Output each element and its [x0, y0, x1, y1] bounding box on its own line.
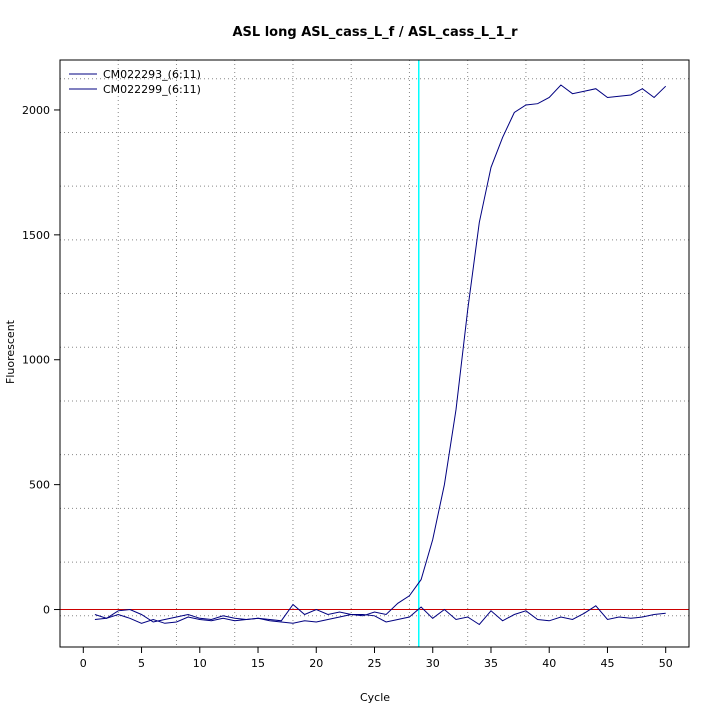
- y-tick-label: 1000: [22, 354, 50, 367]
- x-tick-label: 35: [484, 657, 498, 670]
- series-line-1: [94, 84, 667, 624]
- series-layer: [94, 84, 667, 626]
- y-tick-label: 500: [29, 479, 50, 492]
- legend: CM022293_(6:11) CM022299_(6:11): [69, 68, 201, 96]
- legend-entry-2: CM022299_(6:11): [103, 83, 201, 96]
- chart-title: ASL long ASL_cass_L_f / ASL_cass_L_1_r: [232, 25, 518, 40]
- y-axis-label: Fluorescent: [4, 319, 17, 384]
- x-tick-label: 20: [309, 657, 323, 670]
- x-tick-label: 10: [193, 657, 207, 670]
- x-axis-label: Cycle: [360, 691, 390, 704]
- x-tick-label: 40: [542, 657, 556, 670]
- series-line-2: [94, 603, 666, 626]
- x-tick-label: 15: [251, 657, 265, 670]
- legend-entry-1: CM022293_(6:11): [103, 68, 201, 81]
- x-tick-label: 30: [426, 657, 440, 670]
- x-tick-label: 5: [138, 657, 145, 670]
- y-tick-label: 1500: [22, 229, 50, 242]
- reference-lines: [60, 60, 689, 647]
- x-tick-label: 25: [368, 657, 382, 670]
- y-tick-label: 0: [43, 604, 50, 617]
- y-tick-label: 2000: [22, 104, 50, 117]
- plot-frame: [59, 59, 690, 648]
- x-tick-label: 0: [80, 657, 87, 670]
- grid-layer: [60, 60, 689, 647]
- x-tick-label: 50: [659, 657, 673, 670]
- x-tick-label: 45: [600, 657, 614, 670]
